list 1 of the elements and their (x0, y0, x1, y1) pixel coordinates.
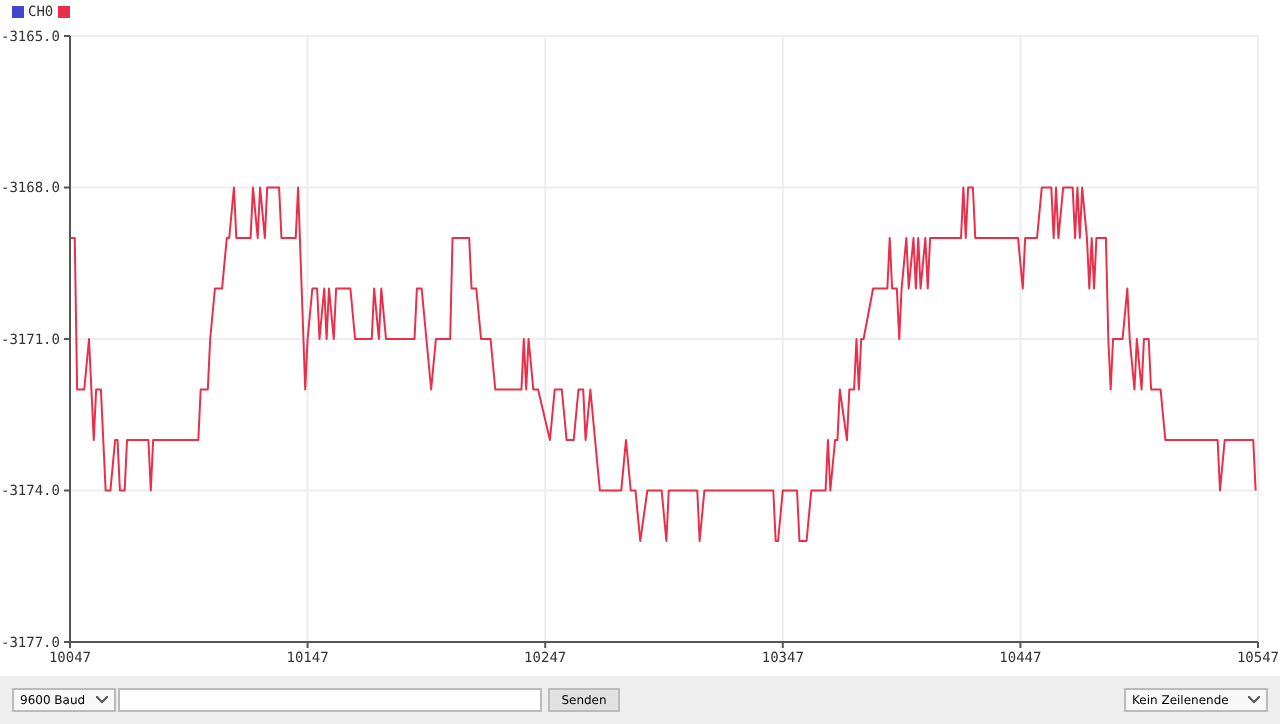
line-series (70, 186, 1257, 542)
